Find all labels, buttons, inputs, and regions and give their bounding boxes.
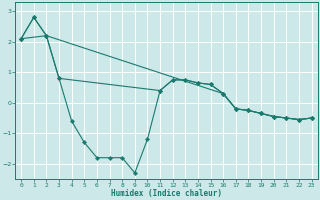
X-axis label: Humidex (Indice chaleur): Humidex (Indice chaleur) — [111, 189, 222, 198]
